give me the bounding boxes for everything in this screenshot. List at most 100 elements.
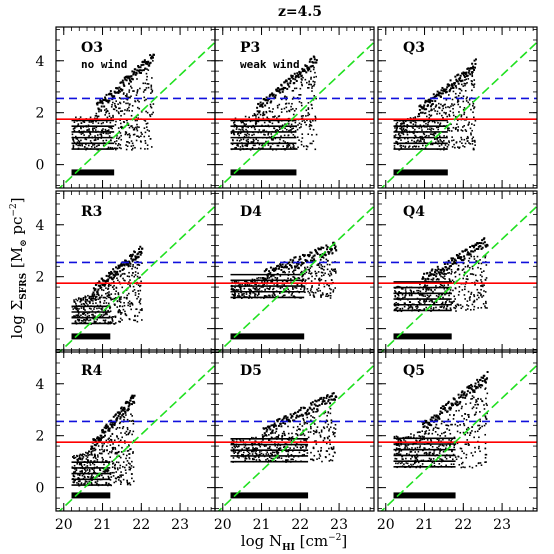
panel-plot-area — [215, 41, 374, 188]
ridge-point — [271, 268, 274, 271]
data-point — [416, 297, 419, 300]
data-point — [108, 437, 110, 440]
ridge-point — [134, 73, 137, 76]
data-point — [471, 123, 473, 125]
data-point — [430, 129, 432, 131]
data-point — [271, 148, 274, 151]
data-point — [254, 294, 256, 297]
data-point — [426, 297, 429, 300]
data-point — [114, 102, 116, 105]
data-point — [77, 480, 80, 483]
data-point — [116, 277, 118, 280]
data-point — [107, 452, 110, 455]
data-point — [308, 268, 311, 271]
data-point — [442, 116, 444, 119]
data-point — [414, 142, 417, 144]
ridge-point — [129, 80, 132, 83]
data-point — [149, 138, 152, 140]
data-point — [86, 460, 89, 462]
data-point — [233, 448, 235, 451]
ridge-point — [423, 104, 426, 107]
data-point — [411, 303, 414, 306]
data-point — [136, 263, 139, 266]
ridge-point — [270, 100, 273, 103]
ridge-point — [107, 429, 110, 432]
data-point — [396, 310, 399, 312]
data-point — [470, 133, 472, 136]
data-point — [76, 315, 79, 317]
data-point — [470, 132, 472, 134]
data-point — [425, 134, 428, 137]
data-point — [266, 457, 269, 460]
data-point — [395, 123, 398, 125]
ridge-point — [103, 279, 106, 282]
data-point — [429, 115, 432, 117]
data-point — [403, 302, 406, 304]
data-point — [393, 308, 396, 311]
data-point — [310, 76, 312, 79]
data-point — [454, 275, 457, 278]
data-point — [252, 437, 255, 439]
data-point — [269, 452, 272, 455]
data-point — [460, 83, 463, 86]
data-point — [316, 264, 319, 266]
data-point — [429, 128, 431, 131]
data-point — [131, 415, 133, 417]
data-point — [444, 144, 447, 146]
data-point — [246, 130, 249, 132]
data-point — [240, 131, 243, 133]
data-point — [305, 447, 307, 449]
data-point — [413, 137, 416, 139]
data-point — [105, 111, 107, 114]
ridge-point — [309, 251, 312, 254]
data-point — [119, 101, 121, 104]
ridge-point — [103, 105, 106, 108]
data-point — [463, 107, 466, 109]
data-point — [276, 277, 279, 279]
data-point — [119, 102, 122, 105]
data-point — [289, 129, 292, 131]
panel-plot-area — [215, 364, 374, 511]
data-point — [400, 126, 403, 129]
data-point — [134, 271, 137, 273]
ridge-point — [96, 290, 99, 293]
data-point — [101, 456, 104, 459]
data-point — [231, 293, 234, 296]
data-point — [90, 475, 93, 478]
data-point — [126, 108, 129, 110]
data-point — [417, 306, 419, 308]
ridge-point — [138, 71, 141, 74]
data-point — [329, 459, 332, 461]
data-point — [123, 92, 125, 94]
data-point — [334, 451, 336, 454]
data-point — [313, 95, 315, 97]
data-point — [244, 144, 246, 147]
data-point — [421, 138, 424, 141]
data-point — [114, 464, 116, 467]
data-point — [118, 422, 121, 425]
data-point — [138, 285, 141, 288]
data-point — [78, 484, 81, 487]
ridge-point — [119, 417, 122, 420]
data-point — [275, 117, 278, 119]
data-point — [398, 132, 400, 135]
data-point — [99, 133, 102, 136]
data-point — [91, 293, 94, 295]
data-point — [401, 297, 403, 300]
data-point — [296, 433, 299, 436]
data-point — [122, 93, 125, 95]
data-point — [322, 293, 324, 296]
data-point — [129, 134, 131, 137]
ridge-point — [282, 417, 285, 420]
ridge-point — [479, 245, 482, 248]
data-point — [129, 303, 131, 305]
data-point — [300, 78, 303, 80]
data-point — [289, 460, 291, 463]
data-point — [303, 286, 305, 288]
ridge-point — [104, 425, 107, 428]
data-point — [326, 260, 329, 262]
data-point — [427, 121, 430, 124]
data-point — [448, 294, 450, 297]
